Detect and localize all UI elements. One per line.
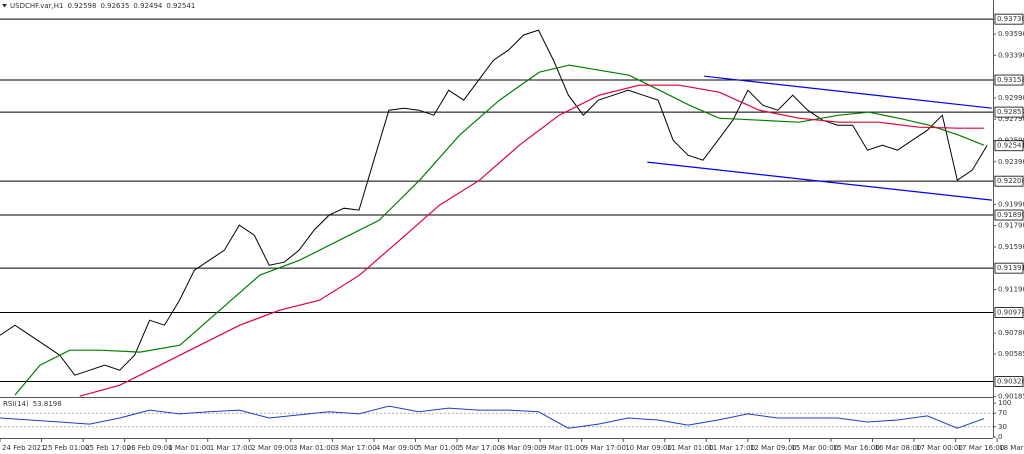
x-tick-label: 5 Mar 01:00	[417, 444, 459, 452]
ohlc-value: 0.92635	[100, 2, 129, 10]
level-label-box	[994, 262, 1024, 274]
level-label: 0.93730	[997, 15, 1024, 23]
level-label-box	[994, 175, 1024, 187]
x-tick-label: 25 Feb 17:00	[85, 444, 131, 452]
x-tick-label: 25 Feb 01:00	[44, 444, 90, 452]
menu-arrow	[2, 4, 7, 8]
level-label-box	[994, 106, 1024, 118]
panel-title: USDCHF.var,H1 0.92598 0.92635 0.92494 0.9254…	[10, 2, 195, 10]
series-line	[0, 405, 985, 429]
level-label-box	[994, 13, 1024, 25]
y-tick-label: 70	[998, 409, 1007, 417]
x-tick-label: 11 Mar 01:00	[667, 444, 714, 452]
x-tick-label: 10 Mar 09:00	[625, 444, 672, 452]
level-label-box	[994, 307, 1024, 318]
series-line	[704, 75, 992, 109]
x-tick-label: 16 Mar 08:00	[875, 444, 922, 452]
current-price-box	[994, 140, 1024, 152]
series-line	[79, 84, 984, 397]
rsi-current: 53.8198	[33, 400, 62, 408]
x-tick-label: 3 Mar 01:00	[293, 444, 335, 452]
level-label: 0.90974	[997, 309, 1024, 317]
ohlc-value: 0.92598	[68, 2, 97, 10]
x-tick-label: 4 Mar 09:00	[376, 444, 418, 452]
level-label-box	[994, 74, 1024, 86]
x-tick-label: 17 Mar 16:00	[958, 444, 1005, 452]
ohlc-value: 0.92541	[166, 2, 195, 10]
x-tick-label: 26 Feb 09:00	[127, 444, 173, 452]
x-tick-label: 1 Mar 01:00	[168, 444, 210, 452]
series-line	[647, 161, 992, 201]
x-tick-label: 9 Mar 17:00	[584, 444, 626, 452]
series-line	[14, 64, 985, 396]
x-tick-label: 8 Mar 09:00	[501, 444, 543, 452]
level-label: 0.93158	[997, 76, 1024, 84]
level-label: 0.91391	[997, 264, 1024, 272]
title-text: RSI(14)	[3, 400, 29, 408]
x-tick-label: 1 Mar 17:00	[210, 444, 252, 452]
level-label-box	[994, 376, 1024, 387]
panel-title: RSI(14) 53.8198	[3, 400, 62, 408]
level-label-box	[994, 209, 1024, 221]
level-label: 0.90326	[997, 378, 1024, 386]
level-label: 0.91890	[997, 211, 1024, 219]
y-tick-label: 0.90185	[998, 393, 1024, 401]
level-label: 0.92208	[997, 177, 1024, 185]
x-tick-label: 24 Feb 2021	[2, 444, 46, 452]
x-tick-label: 18 Mar 08:00	[999, 444, 1024, 452]
y-tick-label: 100	[998, 399, 1011, 407]
y-tick-label: 0	[998, 433, 1002, 441]
title-text: USDCHF.var,H1	[10, 2, 64, 10]
level-label: 0.92857	[997, 108, 1024, 116]
x-tick-label: 12 Mar 09:00	[750, 444, 797, 452]
x-tick-label: 5 Mar 17:00	[459, 444, 501, 452]
x-tick-label: 9 Mar 01:00	[542, 444, 584, 452]
x-tick-label: 2 Mar 09:00	[251, 444, 293, 452]
y-tick-label: 30	[998, 423, 1007, 431]
ohlc-value: 0.92494	[133, 2, 162, 10]
y-tick-label: 0.90585	[998, 350, 1024, 358]
x-tick-label: 3 Mar 17:00	[334, 444, 376, 452]
x-tick-label: 15 Mar 16:00	[833, 444, 880, 452]
x-tick-label: 11 Mar 17:00	[708, 444, 755, 452]
x-tick-label: 17 Mar 00:00	[916, 444, 963, 452]
current-price-label: 0.92541	[997, 142, 1024, 150]
x-tick-label: 15 Mar 00:00	[791, 444, 838, 452]
